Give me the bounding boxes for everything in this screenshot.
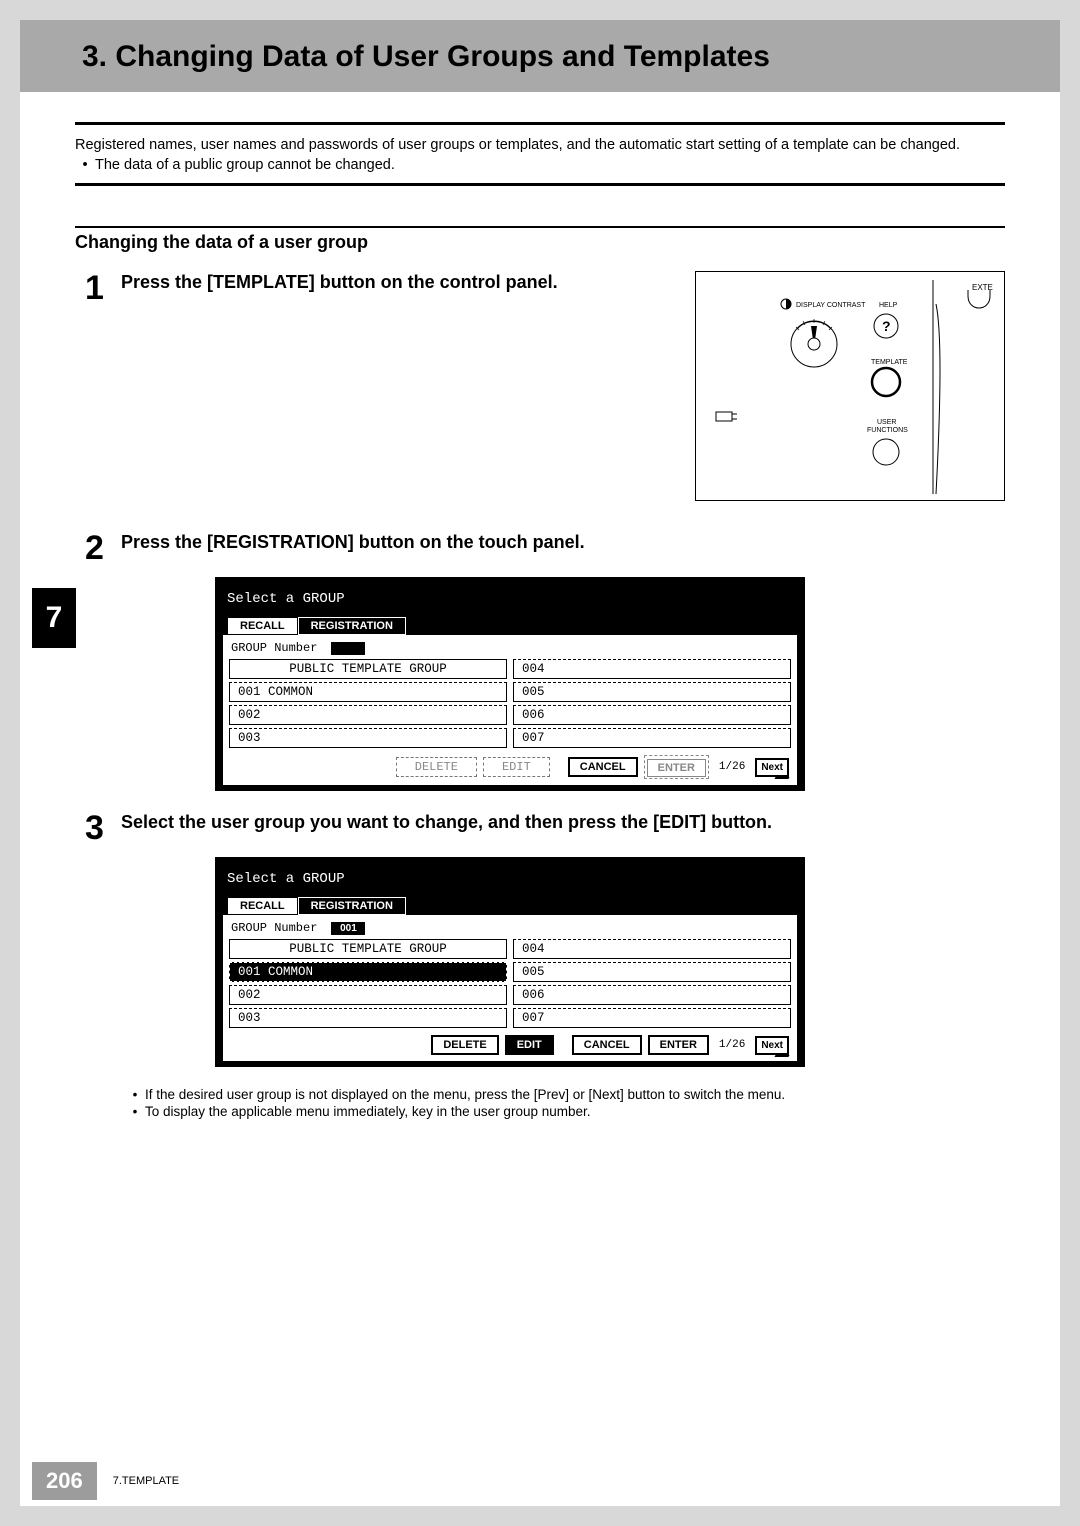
group-cell[interactable]: 002 [229,705,507,725]
step-3: 3 Select the user group you want to chan… [85,811,1005,845]
next-button[interactable]: Next [755,758,789,777]
bullet-dot: • [125,1104,145,1119]
user-functions-label-1: USER [877,419,896,426]
enter-button[interactable]: ENTER [648,1035,709,1055]
edit-button[interactable]: EDIT [483,757,550,777]
tab-recall[interactable]: RECALL [227,617,298,635]
control-panel-figure: DISPLAY CONTRAST [695,271,1005,501]
delete-button[interactable]: DELETE [396,757,477,777]
group-cell[interactable]: 006 [513,985,791,1005]
group-number-label: GROUP Number [231,641,317,655]
step-3-notes: • If the desired user group is not displ… [125,1087,1005,1119]
chapter-tab: 7 [32,588,76,648]
user-functions-label-2: FUNCTIONS [867,427,908,434]
group-cell[interactable]: 003 [229,728,507,748]
bullet-dot: • [125,1087,145,1102]
intro-bullet: The data of a public group cannot be cha… [95,157,395,173]
page-title: 3. Changing Data of User Groups and Temp… [82,40,1060,74]
intro-paragraph: Registered names, user names and passwor… [75,135,1005,155]
tab-registration[interactable]: REGISTRATION [298,897,406,915]
help-icon: ? [882,318,891,334]
group-cell[interactable]: 003 [229,1008,507,1028]
page-counter: 1/26 [715,1039,749,1051]
group-cell-selected[interactable]: 001 COMMON [229,962,507,982]
step-3-text: Select the user group you want to change… [121,811,1005,834]
section-heading: Changing the data of a user group [75,226,1005,253]
edit-button[interactable]: EDIT [505,1035,554,1055]
group-number-field[interactable]: 001 [331,922,365,935]
screen-b-title: Select a GROUP [223,865,797,897]
group-cell[interactable]: 004 [513,939,791,959]
enter-button[interactable]: ENTER [647,759,706,777]
tab-registration[interactable]: REGISTRATION [298,617,406,635]
group-cell[interactable]: 007 [513,728,791,748]
bullet-dot: • [75,157,95,173]
help-label: HELP [879,302,898,309]
group-cell[interactable]: 004 [513,659,791,679]
display-contrast-label: DISPLAY CONTRAST [796,302,866,309]
step-2-text: Press the [REGISTRATION] button on the t… [121,531,1005,554]
step-2: 2 Press the [REGISTRATION] button on the… [85,531,1005,565]
note-2: To display the applicable menu immediate… [145,1104,591,1119]
group-cell[interactable]: PUBLIC TEMPLATE GROUP [229,939,507,959]
step-2-number: 2 [85,531,121,565]
cancel-button[interactable]: CANCEL [568,757,638,777]
touch-screen-b: Select a GROUP RECALL REGISTRATION GROUP… [215,857,805,1067]
template-label: TEMPLATE [871,359,908,366]
delete-button[interactable]: DELETE [431,1035,498,1055]
cancel-button[interactable]: CANCEL [572,1035,642,1055]
group-number-label: GROUP Number [231,921,317,935]
step-1: 1 Press the [TEMPLATE] button on the con… [85,271,677,305]
group-cell[interactable]: PUBLIC TEMPLATE GROUP [229,659,507,679]
next-button[interactable]: Next [755,1036,789,1055]
group-cell[interactable]: 001 COMMON [229,682,507,702]
step-3-number: 3 [85,811,121,845]
tab-recall[interactable]: RECALL [227,897,298,915]
touch-screen-a: Select a GROUP RECALL REGISTRATION GROUP… [215,577,805,791]
page-number: 206 [32,1462,97,1500]
step-1-number: 1 [85,271,121,305]
step-1-text: Press the [TEMPLATE] button on the contr… [121,271,677,294]
group-cell[interactable]: 005 [513,682,791,702]
group-cell[interactable]: 005 [513,962,791,982]
page-header: 3. Changing Data of User Groups and Temp… [20,20,1060,92]
group-number-field[interactable] [331,642,365,655]
page-footer: 206 7.TEMPLATE [20,1456,1060,1506]
group-cell[interactable]: 006 [513,705,791,725]
footer-section-label: 7.TEMPLATE [113,1475,179,1487]
screen-a-title: Select a GROUP [223,585,797,617]
group-cell[interactable]: 007 [513,1008,791,1028]
intro-block: Registered names, user names and passwor… [75,122,1005,186]
group-cell[interactable]: 002 [229,985,507,1005]
note-1: If the desired user group is not display… [145,1087,785,1102]
page-counter: 1/26 [715,761,749,773]
